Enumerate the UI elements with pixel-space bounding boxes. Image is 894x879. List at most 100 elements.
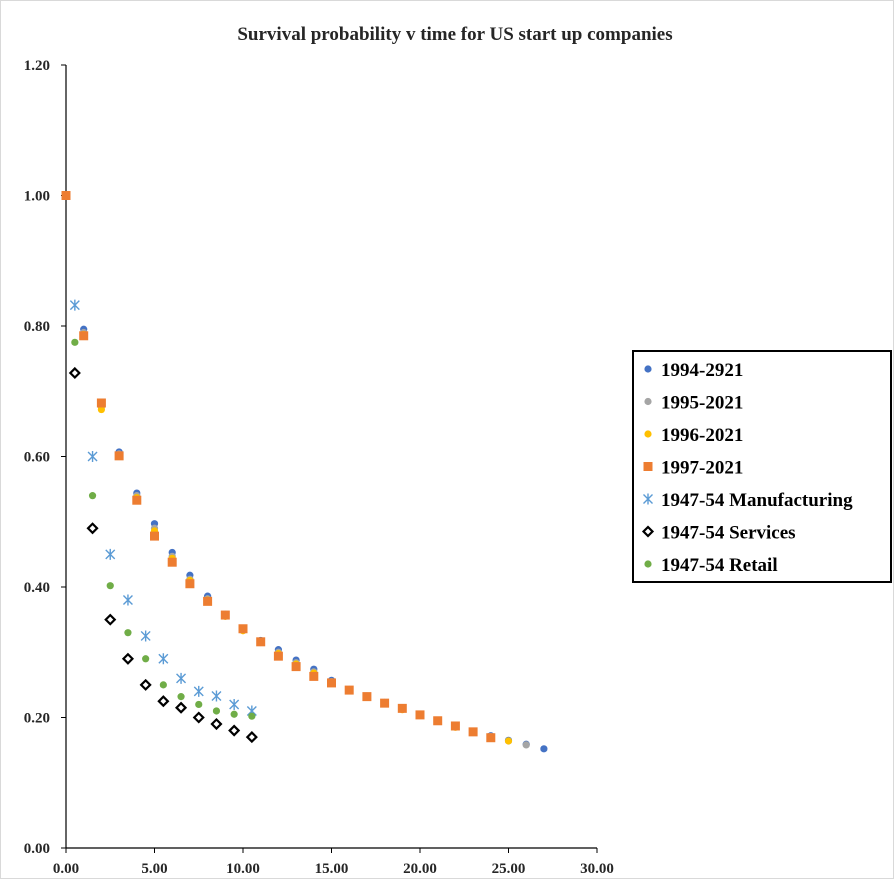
legend: 1994-2921 1995-2021 1996-2021 1997-2021 1947… [632, 350, 892, 583]
data-point [174, 701, 188, 714]
data-point [245, 731, 258, 744]
data-point [176, 672, 187, 684]
data-point [114, 451, 124, 461]
legend-label: 1995-2021 [661, 393, 743, 414]
data-point [87, 451, 98, 462]
data-point [309, 671, 319, 681]
series-4 [61, 191, 496, 743]
data-point [397, 703, 407, 713]
legend-marker [644, 397, 652, 406]
legend-label: 1994-2921 [661, 360, 743, 381]
data-point [362, 692, 372, 702]
data-point [185, 579, 195, 589]
legend-marker [644, 365, 652, 373]
legend-item: 1996-2021 [644, 425, 743, 446]
legend-item: 1995-2021 [644, 393, 743, 414]
data-point [486, 733, 496, 743]
data-point [140, 630, 151, 642]
series-7 [71, 338, 256, 720]
data-point [86, 522, 99, 535]
data-point [193, 685, 204, 697]
legend-label: 1947-54 Manufacturing [661, 490, 853, 511]
plot-area [61, 191, 548, 753]
legend-item: 1997-2021 [643, 458, 743, 479]
data-point [273, 651, 283, 661]
legend-label: 1947-54 Retail [661, 555, 778, 576]
x-tick-label: 10.00 [226, 861, 260, 877]
x-tick-label: 25.00 [492, 861, 526, 877]
data-point [79, 331, 89, 341]
legend-marker [643, 462, 653, 471]
data-point [132, 495, 142, 505]
data-point [88, 492, 97, 500]
legend-marker [641, 525, 655, 538]
legend-label: 1997-2021 [661, 458, 743, 479]
data-point [238, 624, 248, 634]
y-tick-label: 0.00 [24, 841, 50, 857]
data-point [540, 745, 548, 753]
y-tick-label: 0.60 [24, 450, 50, 466]
data-point [211, 690, 222, 702]
x-tick-label: 20.00 [403, 861, 437, 877]
data-point [122, 594, 133, 606]
data-point [177, 693, 185, 701]
data-point [344, 685, 354, 695]
data-point [150, 531, 159, 541]
legend-item: 1947-54 Services [641, 523, 796, 544]
data-point [121, 652, 135, 665]
y-tick-label: 0.40 [24, 580, 50, 596]
data-point [104, 613, 117, 626]
data-point [504, 737, 513, 745]
legend-marker [644, 560, 652, 568]
y-tick-label: 0.80 [24, 319, 50, 335]
x-tick-label: 0.00 [53, 861, 79, 877]
y-tick-label: 1.00 [24, 189, 50, 205]
data-point [327, 678, 336, 688]
data-point [167, 557, 177, 567]
data-point [228, 724, 241, 737]
data-point [61, 191, 71, 200]
data-point [68, 366, 81, 380]
data-point [256, 637, 266, 647]
data-point [415, 710, 425, 720]
data-point [105, 548, 116, 560]
series-5 [69, 299, 257, 717]
legend-marker [644, 430, 652, 438]
y-ticks: 0.00 0.20 0.40 0.60 0.80 1.00 1.20 [24, 58, 66, 857]
data-point [69, 299, 80, 311]
data-point [229, 698, 240, 710]
data-point [248, 712, 256, 720]
x-ticks: 0.00 5.00 10.00 15.00 20.00 25.00 30.00 [53, 848, 614, 877]
data-point [97, 405, 105, 414]
data-point [124, 629, 132, 637]
data-point [468, 727, 478, 737]
x-tick-label: 5.00 [141, 861, 167, 877]
legend-marker [643, 493, 653, 505]
data-point [230, 710, 238, 718]
data-point [212, 707, 221, 715]
data-point [522, 741, 530, 749]
legend-box [632, 350, 892, 583]
legend-item: 1947-54 Manufacturing [643, 490, 853, 511]
x-tick-label: 15.00 [315, 861, 349, 877]
data-point [203, 596, 213, 606]
data-point [210, 717, 223, 731]
y-tick-label: 0.20 [24, 711, 50, 727]
chart-title: Survival probability v time for US start… [237, 24, 672, 45]
data-point [380, 698, 390, 708]
data-point [433, 716, 443, 726]
data-point [96, 398, 106, 408]
data-point [291, 662, 301, 672]
data-point [139, 678, 152, 691]
data-point [71, 338, 79, 346]
data-point [450, 721, 460, 731]
data-point [158, 653, 169, 665]
data-point [142, 655, 150, 663]
series-6 [68, 366, 258, 744]
data-point [106, 582, 114, 590]
x-tick-label: 30.00 [580, 861, 614, 877]
legend-item: 1947-54 Retail [644, 555, 778, 576]
legend-label: 1996-2021 [661, 425, 743, 446]
data-point [195, 700, 203, 709]
